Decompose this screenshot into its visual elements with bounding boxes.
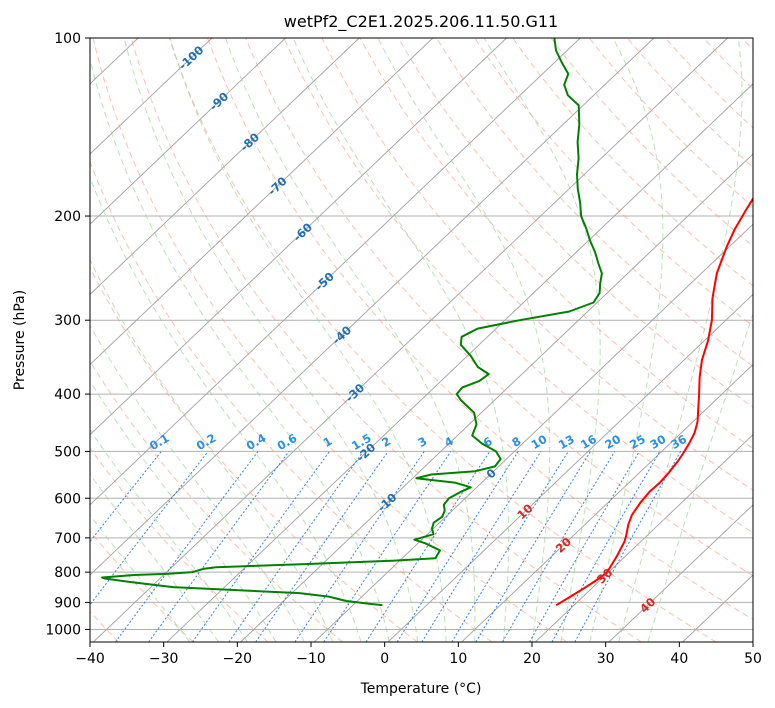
profile-lines bbox=[101, 38, 753, 607]
moist-adiabat bbox=[90, 56, 390, 642]
isotherm-line bbox=[90, 38, 507, 436]
x-tick-label: 10 bbox=[449, 651, 467, 667]
mixing-ratio-label: 25 bbox=[627, 432, 648, 452]
isotherm-line bbox=[90, 38, 655, 576]
dry-adiabat bbox=[474, 38, 753, 327]
dry-adiabat bbox=[130, 38, 642, 642]
moist-adiabat bbox=[224, 38, 476, 642]
mixing-ratio-label: 36 bbox=[668, 432, 689, 452]
y-tick-label: 500 bbox=[54, 444, 81, 460]
moist-adiabat bbox=[123, 38, 419, 642]
dry-adiabat bbox=[92, 38, 567, 642]
isotherm-line bbox=[90, 38, 360, 295]
isotherm-line bbox=[90, 38, 213, 155]
x-tick-label: −40 bbox=[75, 651, 105, 667]
mixing-ratio-label: 16 bbox=[578, 432, 599, 452]
chart-title: wetPf2_C2E1.2025.206.11.50.G11 bbox=[284, 12, 558, 32]
isotherm-line bbox=[90, 38, 434, 366]
mixing-ratio-line bbox=[114, 451, 259, 642]
y-tick-label: 1000 bbox=[45, 622, 81, 638]
background-lines bbox=[90, 38, 753, 642]
moist-adiabat bbox=[169, 38, 447, 642]
mixing-ratio-line bbox=[323, 451, 452, 642]
y-tick-label: 200 bbox=[54, 209, 81, 225]
y-tick-label: 600 bbox=[54, 491, 81, 507]
y-tick-label: 400 bbox=[54, 387, 81, 403]
dry-adiabat bbox=[397, 38, 753, 408]
x-tick-label: 20 bbox=[523, 651, 541, 667]
moist-adiabat bbox=[90, 258, 334, 642]
y-axis-ticks: 100 200 300 400 500 600 700 800 900 1000 bbox=[45, 31, 90, 638]
dewpoint-profile-line bbox=[101, 38, 603, 607]
dry-adiabat bbox=[283, 38, 753, 534]
moist-adiabat bbox=[90, 514, 191, 642]
mixing-ratio-line bbox=[421, 451, 542, 642]
isotherm-line bbox=[90, 38, 581, 506]
mixing-ratio-line bbox=[365, 451, 491, 642]
mixing-ratio-line bbox=[228, 451, 364, 642]
mixing-ratio-line bbox=[574, 451, 682, 642]
moist-adiabat bbox=[483, 38, 601, 642]
moist-adiabat bbox=[589, 38, 664, 642]
mixing-ratio-label: 13 bbox=[556, 432, 577, 452]
dry-adiabat bbox=[245, 38, 753, 577]
temperature-profile-line bbox=[555, 196, 753, 607]
dry-adiabat bbox=[90, 266, 418, 642]
moist-adiabat bbox=[292, 38, 510, 642]
mixing-ratio-line bbox=[294, 451, 425, 642]
mixing-ratio-line bbox=[529, 451, 640, 642]
dry-adiabat bbox=[90, 160, 493, 642]
isotherm-line bbox=[535, 434, 753, 642]
mixing-ratio-label: 30 bbox=[647, 432, 668, 452]
mixing-ratio-line bbox=[451, 451, 569, 642]
isotherm-line bbox=[90, 38, 286, 225]
x-tick-label: 50 bbox=[744, 651, 762, 667]
dry-adiabat bbox=[168, 38, 717, 642]
moist-adiabat bbox=[377, 38, 551, 642]
x-tick-label: 30 bbox=[597, 651, 615, 667]
x-axis-ticks: −40 −30 −20 −10 0 10 20 30 40 50 bbox=[75, 642, 762, 667]
x-tick-label: −20 bbox=[223, 651, 253, 667]
y-axis-label: Pressure (hPa) bbox=[12, 290, 28, 390]
moist-adiabat bbox=[90, 473, 220, 642]
dry-adiabat bbox=[359, 38, 753, 450]
x-axis-label: Temperature (°C) bbox=[360, 681, 482, 697]
mixing-ratio-line bbox=[191, 451, 331, 642]
x-tick-label: 0 bbox=[380, 651, 389, 667]
mixing-ratio-line bbox=[551, 451, 661, 642]
dry-adiabat bbox=[90, 447, 269, 642]
dry-adiabat bbox=[550, 38, 753, 247]
y-tick-label: 700 bbox=[54, 531, 81, 547]
mixing-ratio-line bbox=[255, 451, 389, 642]
y-tick-label: 100 bbox=[54, 31, 81, 47]
moist-adiabat bbox=[90, 380, 277, 642]
isotherm-line bbox=[166, 83, 753, 642]
mixing-ratio-label: 20 bbox=[602, 432, 623, 452]
mixing-ratio-line bbox=[396, 451, 519, 642]
moist-adiabat bbox=[647, 312, 753, 642]
mixing-ratio-line bbox=[90, 451, 209, 606]
y-tick-label: 900 bbox=[54, 595, 81, 611]
y-tick-label: 300 bbox=[54, 313, 81, 329]
isotherm-line bbox=[93, 38, 728, 642]
y-tick-label: 800 bbox=[54, 565, 81, 581]
isotherm-line bbox=[387, 293, 753, 642]
isotherm-line bbox=[608, 504, 753, 642]
isotherm-line bbox=[240, 153, 753, 642]
mixing-ratio-label: 10 bbox=[529, 432, 550, 452]
x-tick-label: −10 bbox=[296, 651, 326, 667]
isotherm-line bbox=[461, 363, 753, 642]
x-tick-label: −30 bbox=[149, 651, 179, 667]
x-tick-label: 40 bbox=[670, 651, 688, 667]
mixing-ratio-line bbox=[148, 451, 290, 642]
dry-adiabat bbox=[588, 38, 753, 208]
moist-adiabat bbox=[90, 429, 248, 642]
dry-adiabat bbox=[435, 38, 753, 368]
plot-frame bbox=[89, 37, 754, 643]
